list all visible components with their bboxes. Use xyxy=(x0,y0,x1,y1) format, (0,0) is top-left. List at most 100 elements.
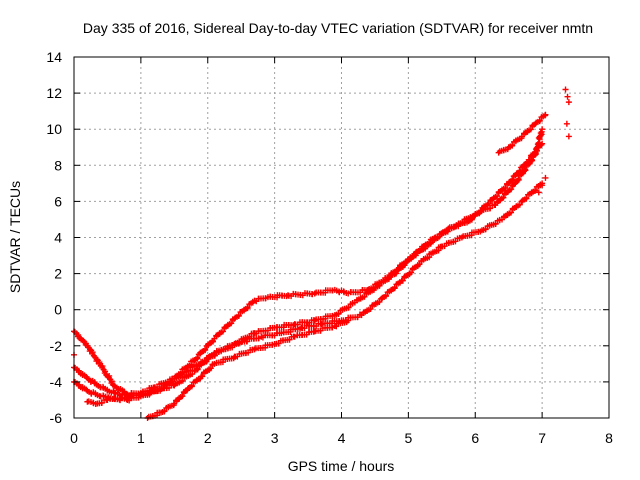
data-point xyxy=(541,112,548,119)
data-point xyxy=(564,93,571,100)
chart-title: Day 335 of 2016, Sidereal Day-to-day VTE… xyxy=(83,20,593,36)
data-point xyxy=(135,394,142,401)
data-point xyxy=(194,354,201,361)
data-point xyxy=(536,117,543,124)
data-point xyxy=(269,324,276,331)
data-point xyxy=(508,186,515,193)
data-point xyxy=(189,357,196,364)
data-point xyxy=(508,209,515,216)
marks-layer xyxy=(71,86,572,421)
y-tick-label: 6 xyxy=(54,193,62,209)
series-curve-e xyxy=(144,317,352,421)
data-point xyxy=(228,320,235,327)
ticks-layer xyxy=(73,56,610,419)
data-point xyxy=(96,360,103,367)
data-point xyxy=(209,337,216,344)
data-point xyxy=(376,282,383,289)
y-tick-label: 8 xyxy=(54,157,62,173)
data-point xyxy=(532,187,539,194)
data-point xyxy=(376,298,383,305)
data-point xyxy=(393,270,400,277)
data-point xyxy=(188,382,195,389)
data-point xyxy=(345,304,352,311)
data-point xyxy=(367,306,374,313)
data-point xyxy=(199,373,206,380)
data-point xyxy=(562,86,569,93)
data-point xyxy=(496,216,503,223)
series-curve-d xyxy=(84,392,134,407)
data-point xyxy=(244,304,251,311)
data-point xyxy=(522,166,529,173)
series-curve-b xyxy=(71,126,546,401)
data-point xyxy=(255,335,262,342)
x-tick-label: 8 xyxy=(605,430,613,446)
x-tick-label: 7 xyxy=(538,430,546,446)
data-point xyxy=(477,228,484,235)
data-point xyxy=(542,174,549,181)
data-point xyxy=(401,262,408,269)
y-tick-label: 4 xyxy=(54,230,62,246)
data-point xyxy=(103,396,110,403)
data-point xyxy=(518,135,525,142)
data-point xyxy=(385,275,392,282)
data-point xyxy=(170,402,177,409)
data-point xyxy=(343,319,350,326)
x-tick-label: 2 xyxy=(204,430,212,446)
data-point xyxy=(215,348,222,355)
data-point xyxy=(391,284,398,291)
data-point xyxy=(276,330,283,337)
x-axis-title: GPS time / hours xyxy=(288,458,395,474)
data-point xyxy=(502,184,509,191)
data-point xyxy=(262,295,269,302)
x-tick-label: 4 xyxy=(338,430,346,446)
y-tick-label: 14 xyxy=(46,49,62,65)
series-curve-f xyxy=(495,111,549,156)
y-tick-label: 10 xyxy=(46,121,62,137)
data-point xyxy=(329,312,336,319)
data-point xyxy=(531,152,538,159)
data-point xyxy=(509,176,516,183)
y-tick-label: -6 xyxy=(50,410,63,426)
data-point xyxy=(219,328,226,335)
data-point xyxy=(335,310,342,317)
data-point xyxy=(309,291,316,298)
data-point xyxy=(509,142,516,149)
grid-layer xyxy=(74,57,609,418)
data-point xyxy=(565,133,572,140)
data-point xyxy=(356,311,363,318)
data-point xyxy=(494,193,501,200)
data-point xyxy=(249,346,256,353)
data-point xyxy=(408,269,415,276)
data-point xyxy=(269,341,276,348)
data-point xyxy=(235,312,242,319)
data-point xyxy=(399,277,406,284)
data-point xyxy=(202,346,209,353)
data-point xyxy=(361,293,368,300)
x-tick-label: 5 xyxy=(404,430,412,446)
data-point xyxy=(382,292,389,299)
data-point xyxy=(563,120,570,127)
y-tick-label: -4 xyxy=(50,374,63,390)
data-point xyxy=(290,333,297,340)
data-point xyxy=(378,295,385,302)
y-axis-title: SDTVAR / TECUs xyxy=(7,181,23,293)
data-point xyxy=(235,340,242,347)
data-point xyxy=(125,392,132,399)
data-point xyxy=(565,99,572,106)
data-point xyxy=(160,385,167,392)
y-tick-label: 2 xyxy=(54,266,62,282)
data-point xyxy=(535,189,542,196)
data-point xyxy=(207,365,214,372)
x-tick-label: 3 xyxy=(271,430,279,446)
data-point xyxy=(209,361,216,368)
data-point xyxy=(343,290,350,297)
data-point xyxy=(349,300,356,307)
data-point xyxy=(534,141,541,148)
data-point xyxy=(456,234,463,241)
data-point xyxy=(161,407,168,414)
x-tick-label: 6 xyxy=(471,430,479,446)
x-tick-label: 1 xyxy=(137,430,145,446)
x-tick-label: 0 xyxy=(70,430,78,446)
